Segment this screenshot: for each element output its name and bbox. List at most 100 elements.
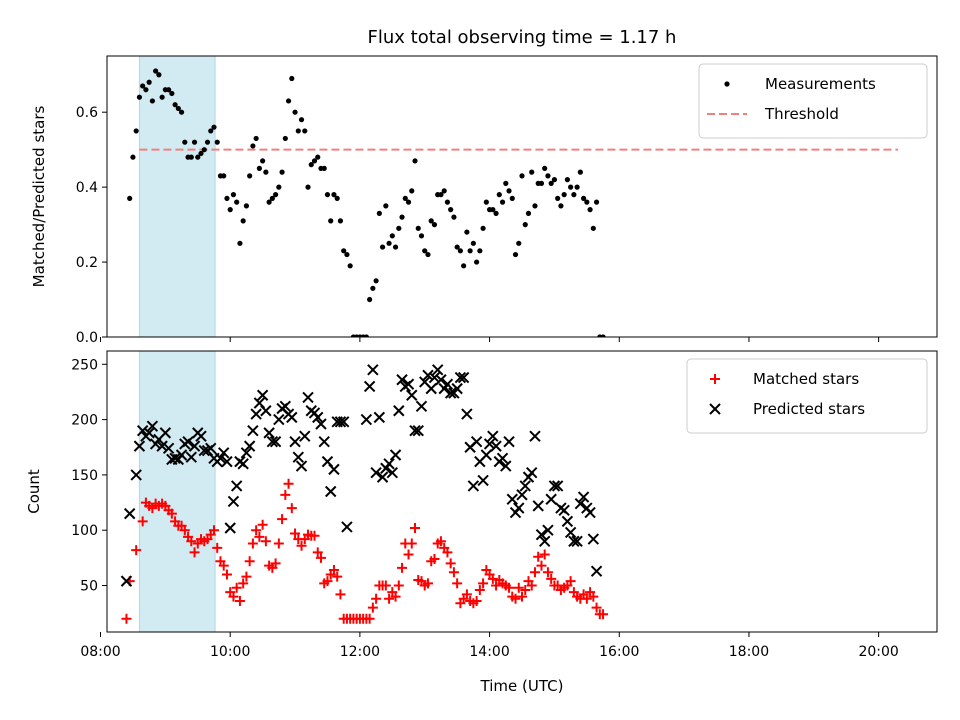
data-point xyxy=(529,430,541,442)
data-point xyxy=(230,192,237,198)
data-point xyxy=(311,158,318,164)
data-point xyxy=(397,562,408,573)
data-point xyxy=(221,569,232,580)
data-point xyxy=(478,578,489,589)
data-point xyxy=(143,427,155,439)
data-point xyxy=(214,139,220,145)
data-point xyxy=(240,218,246,224)
data-point xyxy=(483,199,489,205)
data-point xyxy=(441,378,454,390)
data-point xyxy=(175,105,181,112)
data-point xyxy=(535,528,548,541)
data-point xyxy=(332,571,343,582)
data-point xyxy=(577,491,590,503)
data-point xyxy=(538,535,551,547)
data-point xyxy=(169,452,181,465)
data-point xyxy=(428,371,441,384)
y-tick-label: 0.4 xyxy=(76,180,98,196)
data-point xyxy=(412,158,418,164)
data-point xyxy=(399,214,405,220)
data-point xyxy=(195,430,207,442)
data-point xyxy=(386,240,392,246)
data-point xyxy=(429,553,440,564)
data-point xyxy=(548,180,554,186)
data-point xyxy=(212,542,223,553)
data-point xyxy=(393,405,405,417)
y-tick-label: 0.2 xyxy=(76,255,98,271)
data-point xyxy=(584,199,590,205)
data-point xyxy=(243,440,256,452)
data-point xyxy=(516,489,528,501)
data-point xyxy=(571,192,577,198)
data-point xyxy=(491,580,502,591)
data-point xyxy=(425,251,431,258)
data-point xyxy=(370,285,376,291)
data-point xyxy=(503,436,515,448)
data-point xyxy=(499,199,506,205)
data-point xyxy=(186,536,197,547)
data-point xyxy=(480,225,486,231)
data-point xyxy=(513,502,525,514)
data-point xyxy=(454,371,467,384)
data-point xyxy=(130,154,136,160)
data-point xyxy=(529,567,540,578)
data-point xyxy=(477,474,489,487)
data-point xyxy=(149,98,155,104)
x-tick-label: 18:00 xyxy=(729,644,769,660)
data-point xyxy=(182,436,194,448)
data-point xyxy=(347,263,353,269)
data-point xyxy=(513,582,524,593)
data-point xyxy=(221,173,227,179)
data-point xyxy=(324,192,331,198)
data-point xyxy=(542,165,548,171)
data-point xyxy=(415,225,421,231)
data-point xyxy=(380,580,391,591)
chart-title: Flux total observing time = 1.17 h xyxy=(368,27,677,48)
y-axis-label: Matched/Predicted stars xyxy=(30,106,48,288)
y-tick-label: 0.6 xyxy=(76,105,98,121)
legend: Measurements Threshold xyxy=(698,63,928,139)
data-point xyxy=(477,248,483,254)
data-point xyxy=(189,547,200,558)
data-point xyxy=(503,180,509,186)
data-point xyxy=(227,495,240,508)
data-point xyxy=(273,538,284,549)
data-point xyxy=(315,552,326,563)
data-point xyxy=(588,591,599,602)
data-point xyxy=(289,436,301,448)
data-point xyxy=(185,451,198,463)
data-point xyxy=(522,222,528,228)
data-point xyxy=(156,440,168,452)
data-point xyxy=(591,602,602,613)
data-point xyxy=(201,147,207,153)
data-point xyxy=(451,382,463,395)
data-point xyxy=(312,411,324,424)
data-point xyxy=(302,128,308,134)
data-point xyxy=(389,233,395,239)
data-point xyxy=(315,154,321,160)
data-point xyxy=(545,493,557,505)
data-point xyxy=(386,466,399,479)
data-point xyxy=(392,244,399,250)
data-point xyxy=(558,203,564,209)
x-tick-label: 12:00 xyxy=(340,644,380,660)
y-tick-label: 100 xyxy=(71,523,98,539)
data-point xyxy=(529,169,535,175)
data-point xyxy=(237,240,243,246)
data-point xyxy=(208,128,214,134)
data-point xyxy=(279,400,292,413)
data-point xyxy=(277,514,288,525)
data-point xyxy=(452,578,463,589)
data-point xyxy=(166,87,172,93)
data-point xyxy=(538,180,545,186)
data-point xyxy=(133,128,139,134)
data-point xyxy=(266,199,272,205)
data-point xyxy=(435,536,446,547)
data-point xyxy=(308,162,314,168)
data-point xyxy=(593,199,600,205)
data-point xyxy=(539,549,550,560)
data-point xyxy=(131,545,142,556)
series-measurements xyxy=(127,68,606,337)
data-point xyxy=(412,424,424,437)
data-point xyxy=(263,427,275,439)
